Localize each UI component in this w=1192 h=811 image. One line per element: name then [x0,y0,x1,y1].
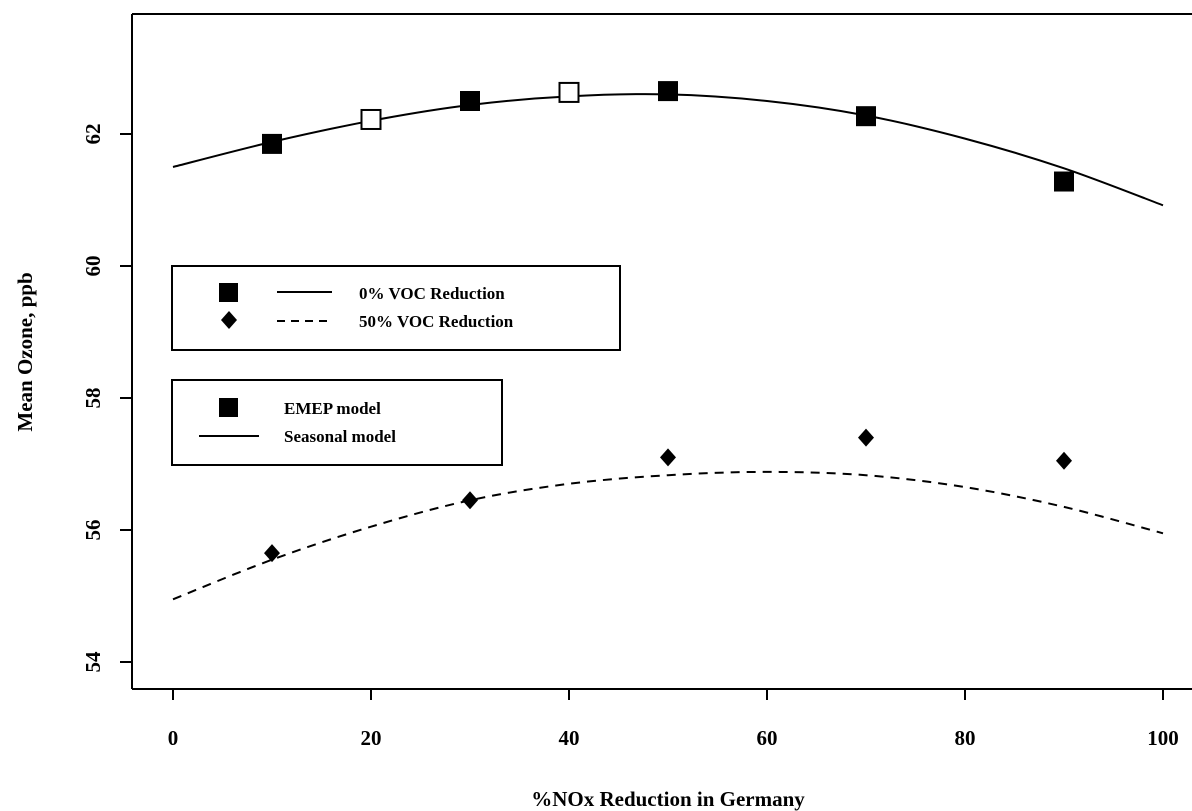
emep-point-50-voc [1056,451,1072,470]
emep-point-50-voc [462,491,478,510]
y-tick-label: 62 [81,124,105,145]
x-tick-label: 20 [361,726,382,750]
x-tick-label: 100 [1147,726,1179,750]
legend-diamond-marker [221,311,237,329]
legend-emep-label: EMEP model [284,399,381,418]
y-tick-label: 60 [81,256,105,277]
legend-seasonal-label: Seasonal model [284,427,396,446]
legend-voc: 0% VOC Reduction 50% VOC Reduction [171,265,621,351]
data-markers [262,81,1074,563]
emep-point-0-voc-open [360,108,382,130]
legend-voc-box [171,265,621,351]
legend-voc-0-label: 0% VOC Reduction [359,284,505,303]
y-axis-ticks: 54 56 58 60 62 [81,124,132,673]
emep-point-0-voc-open [558,81,580,103]
seasonal-line-0-voc [172,93,1164,207]
emep-point-50-voc [264,544,280,563]
legend-emep-marker [219,398,238,417]
x-tick-label: 0 [168,726,179,750]
legend-model: EMEP model Seasonal model [171,379,503,466]
legend-voc-50-label: 50% VOC Reduction [359,312,514,331]
legend-model-box [171,379,503,466]
x-axis-title: %NOx Reduction in Germany [531,787,805,811]
emep-point-0-voc [658,81,678,102]
emep-point-0-voc [262,133,282,154]
x-tick-label: 40 [559,726,580,750]
emep-point-50-voc [660,448,676,467]
emep-point-0-voc [856,106,876,127]
x-tick-label: 80 [955,726,976,750]
x-tick-label: 60 [757,726,778,750]
y-tick-label: 56 [81,520,105,541]
emep-point-0-voc [1054,171,1074,192]
seasonal-line-50-voc [172,470,1164,601]
y-tick-label: 58 [81,388,105,409]
legend-square-marker [219,283,238,302]
y-tick-label: 54 [81,651,105,673]
x-axis-ticks: 0 20 40 60 80 100 [168,689,1179,750]
emep-point-0-voc [460,91,480,111]
emep-point-50-voc [858,428,874,447]
y-axis-title: Mean Ozone, ppb [13,272,37,431]
